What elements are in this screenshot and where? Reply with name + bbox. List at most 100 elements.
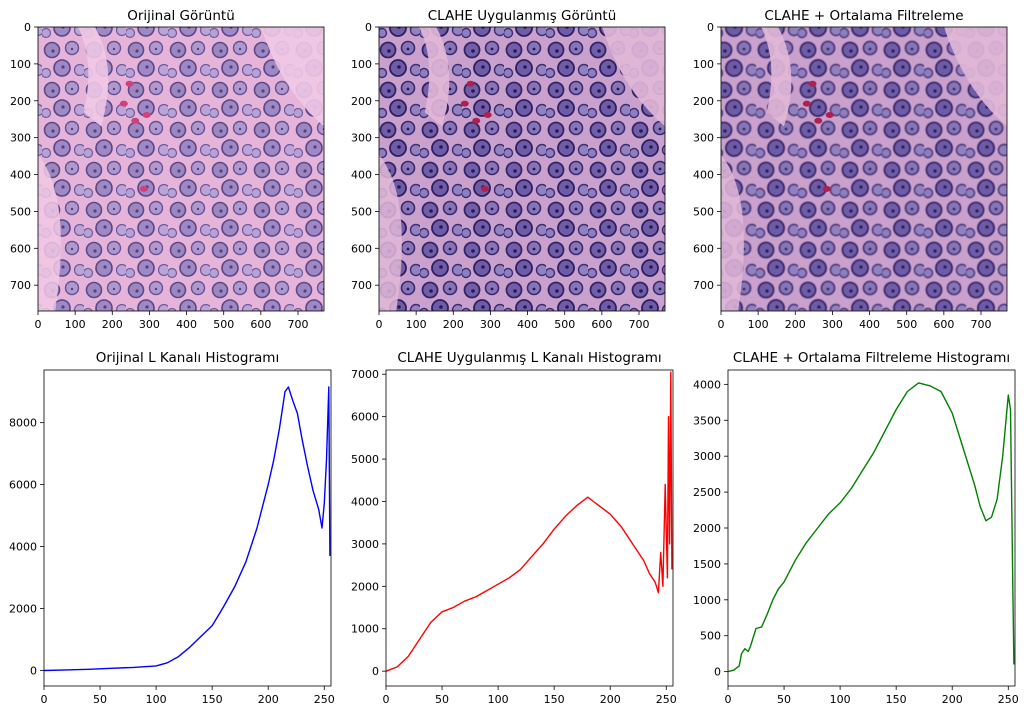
x-tick-label: 50 <box>93 693 107 706</box>
y-tick-label: 2000 <box>9 603 37 616</box>
x-tick-label: 50 <box>435 693 449 706</box>
y-tick-label: 8000 <box>9 417 37 430</box>
y-tick-label: 0 <box>714 666 721 679</box>
y-tick-label: 6000 <box>351 411 379 424</box>
x-tick-label: 200 <box>600 693 621 706</box>
x-tick-label: 250 <box>998 693 1019 706</box>
tissue-image <box>38 27 324 311</box>
y-tick-label: 700 <box>10 279 31 292</box>
y-tick-label: 600 <box>10 242 31 255</box>
image-frame <box>720 26 1008 312</box>
x-tick-label: 0 <box>41 693 48 706</box>
x-tick-label: 500 <box>213 318 234 331</box>
histogram-line <box>43 386 331 672</box>
x-tick-label: 400 <box>517 318 538 331</box>
y-tick-label: 700 <box>693 279 714 292</box>
y-tick-label: 600 <box>351 242 372 255</box>
x-tick-label: 400 <box>176 318 197 331</box>
x-tick-label: 200 <box>942 693 963 706</box>
y-tick-label: 400 <box>351 169 372 182</box>
x-tick-label: 100 <box>146 693 167 706</box>
x-tick-label: 250 <box>314 693 335 706</box>
x-tick-label: 300 <box>822 318 843 331</box>
histogram-chart-3: 0 50 100 150 200 2500500100015002000250030003… <box>693 350 1019 706</box>
image-title: CLAHE + Ortalama Filtreleme <box>764 8 963 24</box>
y-tick-label: 4000 <box>351 495 379 508</box>
y-tick-label: 6000 <box>9 479 37 492</box>
x-tick-label: 0 <box>376 318 383 331</box>
x-tick-label: 700 <box>971 318 992 331</box>
image-frame <box>37 26 325 312</box>
x-tick-label: 200 <box>785 318 806 331</box>
y-tick-label: 1000 <box>693 594 721 607</box>
plot-frame <box>727 369 1016 687</box>
chart-title: Orijinal L Kanalı Histogramı <box>96 350 279 366</box>
x-tick-label: 100 <box>830 693 851 706</box>
x-tick-label: 200 <box>102 318 123 331</box>
y-tick-label: 0 <box>30 665 37 678</box>
x-tick-label: 700 <box>288 318 309 331</box>
y-tick-label: 100 <box>351 58 372 71</box>
y-tick-label: 5000 <box>351 453 379 466</box>
image-frame <box>378 26 666 312</box>
image-title: CLAHE Uygulanmış Görüntü <box>428 8 617 24</box>
y-tick-label: 500 <box>10 205 31 218</box>
x-tick-label: 300 <box>480 318 501 331</box>
histogram-chart-2: 0 50 100 150 200 250 0 1000 2000 3000 4000 5000 6000… <box>351 350 677 706</box>
x-tick-label: 400 <box>859 318 880 331</box>
x-tick-label: 600 <box>250 318 271 331</box>
image-panel-2: 0 100 200 300 400 500 600 700 0 100 200 300 400 500 60… <box>351 8 666 331</box>
x-tick-label: 500 <box>554 318 575 331</box>
x-tick-label: 250 <box>656 693 677 706</box>
y-tick-label: 3000 <box>351 538 379 551</box>
x-tick-label: 0 <box>35 318 42 331</box>
y-tick-label: 300 <box>693 132 714 145</box>
histogram-line <box>385 371 673 672</box>
y-tick-label: 400 <box>693 169 714 182</box>
y-tick-label: 4000 <box>693 378 721 391</box>
x-tick-label: 0 <box>725 693 732 706</box>
y-tick-label: 2000 <box>351 580 379 593</box>
y-tick-label: 0 <box>24 21 31 34</box>
x-tick-label: 100 <box>488 693 509 706</box>
y-tick-label: 0 <box>365 21 372 34</box>
x-tick-label: 600 <box>591 318 612 331</box>
y-tick-label: 3500 <box>693 414 721 427</box>
y-tick-label: 1500 <box>693 558 721 571</box>
x-tick-label: 0 <box>383 693 390 706</box>
histogram-line <box>727 382 1015 673</box>
y-tick-label: 4000 <box>9 541 37 554</box>
tissue-image <box>379 27 665 311</box>
y-tick-label: 200 <box>693 95 714 108</box>
y-tick-label: 500 <box>700 630 721 643</box>
x-tick-label: 700 <box>629 318 650 331</box>
y-tick-label: 0 <box>372 665 379 678</box>
y-tick-label: 300 <box>10 132 31 145</box>
plot-frame <box>43 369 332 687</box>
y-tick-label: 200 <box>351 95 372 108</box>
y-tick-label: 200 <box>10 95 31 108</box>
tissue-image <box>721 27 1007 311</box>
x-tick-label: 200 <box>258 693 279 706</box>
y-tick-label: 100 <box>693 58 714 71</box>
x-tick-label: 150 <box>544 693 565 706</box>
x-tick-label: 300 <box>139 318 160 331</box>
y-tick-label: 600 <box>693 242 714 255</box>
histogram-chart-1: 0 50 100 150 200 250 0 2000 4000 6000 8000 Orijinal… <box>9 350 335 706</box>
y-tick-label: 7000 <box>351 368 379 381</box>
y-tick-label: 0 <box>707 21 714 34</box>
y-tick-label: 100 <box>10 58 31 71</box>
x-tick-label: 100 <box>65 318 86 331</box>
y-tick-label: 1000 <box>351 623 379 636</box>
y-tick-label: 2000 <box>693 522 721 535</box>
y-tick-label: 300 <box>351 132 372 145</box>
x-tick-label: 100 <box>748 318 769 331</box>
x-tick-label: 150 <box>886 693 907 706</box>
image-panel-1: 0 100 200 300 400 500 600 700 0 100 200 300 400 500 60… <box>10 8 325 331</box>
y-tick-label: 500 <box>693 205 714 218</box>
plot-frame <box>385 369 674 687</box>
y-tick-label: 500 <box>351 205 372 218</box>
x-tick-label: 500 <box>896 318 917 331</box>
x-tick-label: 0 <box>718 318 725 331</box>
